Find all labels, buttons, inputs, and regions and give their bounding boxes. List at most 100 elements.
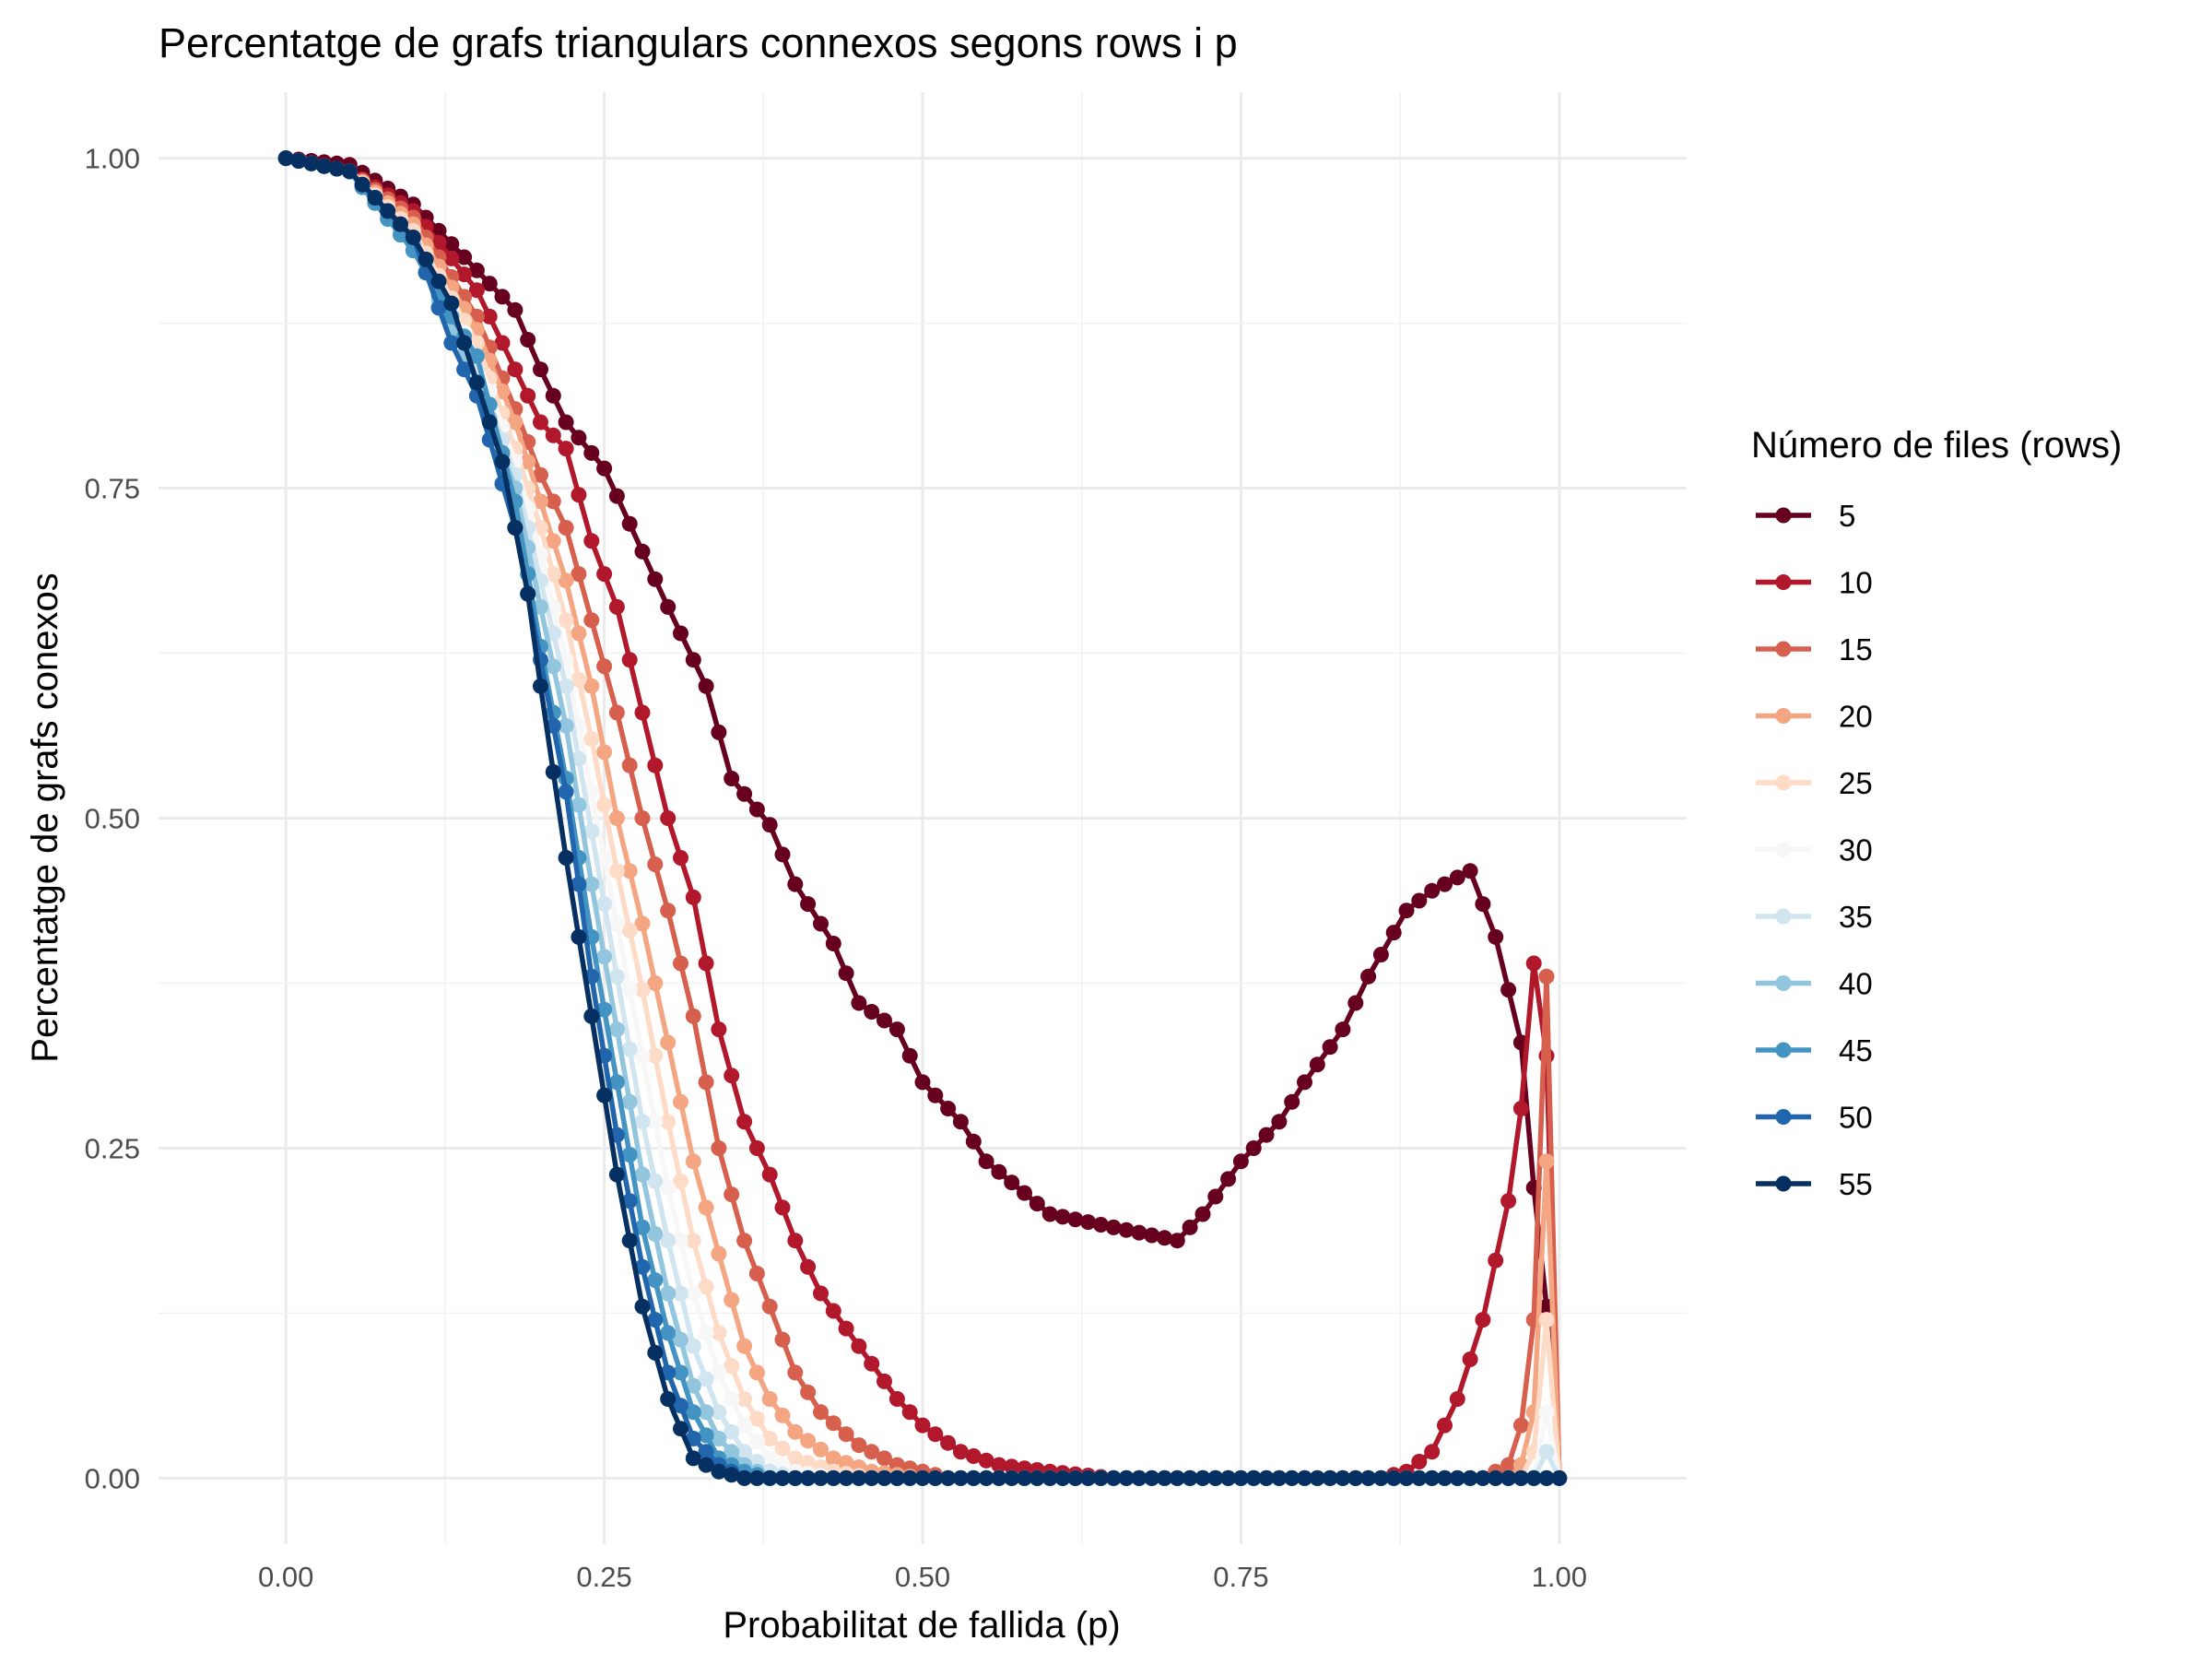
- data-point: [354, 176, 371, 193]
- data-point: [430, 273, 447, 289]
- data-point: [748, 1434, 765, 1450]
- data-point: [864, 1355, 880, 1372]
- data-point: [1004, 1174, 1020, 1191]
- data-point: [787, 876, 804, 892]
- data-point: [647, 1344, 664, 1361]
- data-point: [571, 625, 587, 642]
- legend-label: 20: [1839, 700, 1873, 734]
- legend-marker-key: [1775, 574, 1792, 590]
- data-point: [711, 1325, 727, 1341]
- data-point: [888, 1021, 905, 1038]
- data-point: [851, 1469, 867, 1486]
- data-point: [1144, 1469, 1160, 1486]
- data-point: [1449, 1469, 1465, 1486]
- data-point: [660, 1285, 677, 1302]
- data-point: [1551, 1469, 1568, 1486]
- data-point: [405, 230, 421, 245]
- data-point: [825, 1303, 841, 1319]
- data-point: [1449, 869, 1465, 886]
- y-tick-label: 0.50: [85, 803, 140, 835]
- data-point: [1054, 1469, 1071, 1486]
- data-point: [481, 414, 498, 431]
- data-point: [673, 1173, 688, 1189]
- data-point: [952, 1444, 969, 1460]
- data-point: [748, 1469, 765, 1486]
- data-point: [621, 652, 638, 668]
- data-point: [545, 427, 561, 443]
- data-point: [787, 1233, 804, 1249]
- data-point: [533, 466, 548, 483]
- data-point: [761, 1391, 778, 1407]
- data-point: [328, 160, 345, 177]
- data-point: [660, 1391, 677, 1407]
- data-point: [888, 1391, 905, 1407]
- data-point: [914, 1469, 931, 1486]
- data-point: [1245, 1140, 1262, 1156]
- data-point: [1360, 968, 1377, 985]
- data-point: [660, 810, 677, 826]
- data-point: [1144, 1227, 1160, 1244]
- data-point: [838, 1426, 854, 1443]
- data-point: [1437, 1469, 1453, 1486]
- data-point: [1347, 995, 1364, 1011]
- data-point: [608, 1166, 625, 1183]
- data-point: [1297, 1469, 1312, 1486]
- legend-marker-key: [1775, 1175, 1792, 1192]
- data-point: [1475, 896, 1491, 913]
- data-point: [583, 876, 600, 892]
- data-point: [1258, 1127, 1275, 1143]
- legend: Número de files (rows) 5 10 15 20 25 30 35 40 45…: [1751, 425, 2122, 1201]
- data-point: [1157, 1230, 1172, 1246]
- data-point: [736, 1114, 753, 1130]
- data-point: [838, 1469, 854, 1486]
- data-point: [443, 295, 460, 312]
- legend-label: 55: [1839, 1167, 1873, 1201]
- data-point: [1207, 1469, 1224, 1486]
- data-point: [1525, 1469, 1542, 1486]
- data-point: [685, 1377, 701, 1394]
- data-point: [1512, 1101, 1529, 1116]
- legend-item-55: 55: [1756, 1167, 1873, 1201]
- data-point: [991, 1457, 1007, 1473]
- data-point: [1538, 1444, 1555, 1460]
- data-point: [724, 1467, 740, 1483]
- data-point: [520, 454, 536, 470]
- data-point: [1182, 1219, 1198, 1235]
- data-point: [634, 1047, 651, 1064]
- data-point: [1004, 1458, 1020, 1475]
- data-point: [673, 1233, 688, 1249]
- data-point: [711, 1140, 727, 1156]
- data-point: [787, 1364, 804, 1381]
- data-point: [520, 387, 536, 404]
- data-point: [1424, 1469, 1441, 1486]
- data-point: [545, 566, 561, 583]
- data-point: [1041, 1206, 1058, 1222]
- data-point: [647, 1173, 664, 1189]
- data-point: [1322, 1039, 1338, 1056]
- data-point: [634, 1114, 651, 1130]
- data-point: [787, 1423, 804, 1440]
- data-point: [1194, 1469, 1211, 1486]
- data-point: [877, 1373, 892, 1389]
- data-point: [774, 1407, 791, 1423]
- data-point: [533, 493, 548, 510]
- data-point: [698, 1404, 714, 1421]
- data-point: [685, 1233, 701, 1249]
- data-point: [685, 1450, 701, 1467]
- data-point: [1322, 1469, 1338, 1486]
- legend-item-25: 25: [1756, 766, 1873, 800]
- data-point: [1017, 1185, 1032, 1201]
- legend-items: 5 10 15 20 25 30 35 40 45 50 55: [1756, 499, 1873, 1201]
- data-point: [825, 1415, 841, 1432]
- y-axis-ticks: 0.00 0.25 0.50 0.75 1.00: [85, 143, 140, 1495]
- data-point: [430, 300, 447, 316]
- data-point: [571, 750, 587, 767]
- data-point: [991, 1163, 1007, 1180]
- data-point: [558, 717, 574, 734]
- data-point: [685, 1404, 701, 1421]
- legend-marker-key: [1775, 774, 1792, 791]
- data-point: [468, 282, 485, 299]
- data-point: [1462, 1469, 1478, 1486]
- data-point: [1080, 1214, 1097, 1231]
- data-point: [711, 1021, 727, 1038]
